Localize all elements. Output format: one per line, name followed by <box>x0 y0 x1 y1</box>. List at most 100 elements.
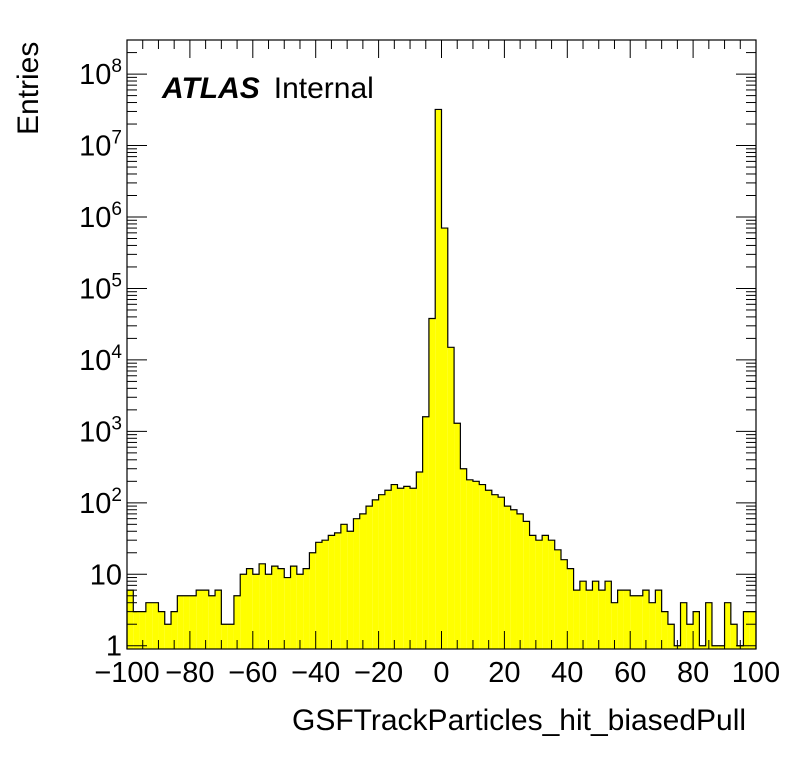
histogram-bar <box>661 611 668 649</box>
histogram-bar <box>667 624 675 649</box>
histogram-bar <box>259 563 266 649</box>
histogram-bar <box>328 535 335 649</box>
histogram-bar <box>290 566 297 649</box>
histogram-bar <box>171 611 178 649</box>
histogram-bar <box>441 228 448 650</box>
histogram-bar <box>617 590 624 649</box>
atlas-status: Internal <box>273 72 374 105</box>
histogram-bar <box>466 479 473 649</box>
atlas-label: ATLAS Internal <box>162 72 374 106</box>
histogram-bar <box>510 509 517 649</box>
histogram-bar <box>340 524 348 649</box>
y-tick-base: 10 <box>79 202 111 234</box>
histogram-bar <box>743 611 750 649</box>
histogram-bar <box>152 602 159 649</box>
histogram-bar <box>372 499 379 649</box>
histogram-bar <box>498 497 505 649</box>
histogram-bar <box>718 645 725 649</box>
histogram-bar <box>315 542 322 649</box>
histogram-bar <box>177 595 184 649</box>
histogram-bar <box>454 423 461 649</box>
histogram-bar <box>548 540 555 649</box>
x-tick-label: −60 <box>228 657 277 689</box>
histogram-bar <box>246 568 253 649</box>
histogram-bar <box>145 602 153 649</box>
atlas-brand: ATLAS <box>162 72 260 105</box>
histogram-bar <box>309 552 316 649</box>
histogram-bar <box>384 490 392 649</box>
histogram-bar <box>397 488 404 649</box>
histogram-bar <box>347 531 354 649</box>
y-tick-exponent: 8 <box>111 56 122 77</box>
y-tick-exponent: 4 <box>111 342 122 363</box>
y-tick-base: 10 <box>79 416 111 448</box>
y-tick-base: 10 <box>79 131 111 163</box>
histogram-bar <box>378 494 385 649</box>
histogram-bar <box>227 624 234 649</box>
x-tick-label: −20 <box>354 657 403 689</box>
y-tick-exponent: 6 <box>111 199 122 220</box>
histogram-bar <box>649 602 656 649</box>
y-tick-base: 10 <box>79 59 111 91</box>
histogram-bar <box>611 602 618 649</box>
x-tick-label: 20 <box>488 657 520 689</box>
histogram-bar <box>447 347 455 649</box>
histogram-bar <box>586 590 593 649</box>
y-tick-label: 108 <box>79 56 122 91</box>
y-tick-exponent: 7 <box>111 128 122 149</box>
histogram-bar <box>680 602 687 649</box>
histogram-bar <box>724 602 731 649</box>
y-tick-base: 10 <box>79 273 111 305</box>
histogram-bar <box>158 611 165 649</box>
histogram-bar <box>252 574 260 649</box>
y-tick-base: 10 <box>79 345 111 377</box>
histogram-bar <box>472 481 480 649</box>
histogram-bar <box>321 540 329 649</box>
histogram-bar <box>196 590 203 649</box>
x-axis-title: GSFTrackParticles_hit_biasedPull <box>292 704 747 737</box>
histogram-bar <box>592 581 599 649</box>
y-tick-exponent: 5 <box>111 270 122 291</box>
histogram-bar <box>655 590 662 649</box>
x-tick-label: 40 <box>551 657 583 689</box>
histogram-bar <box>699 645 706 649</box>
histogram-bar <box>208 595 216 649</box>
y-tick-exponent: 3 <box>111 413 122 434</box>
histogram-bar <box>127 590 134 649</box>
y-tick-label: 103 <box>79 413 122 448</box>
histogram-bar <box>391 484 398 649</box>
histogram-bar <box>164 624 172 649</box>
histogram-bar <box>265 574 272 649</box>
histogram-bar <box>416 471 423 649</box>
y-tick-label: 1 <box>106 631 122 663</box>
x-tick-label: 60 <box>614 657 646 689</box>
x-tick-label: 0 <box>433 657 449 689</box>
axis-ticks <box>126 39 757 649</box>
histogram-bar <box>516 513 524 649</box>
histogram-bar <box>296 574 304 649</box>
histogram-bar <box>410 488 417 649</box>
histogram-bar <box>403 486 411 649</box>
histogram-bar <box>284 577 291 649</box>
x-tick-label: −100 <box>94 657 159 689</box>
histogram-bars <box>126 108 757 650</box>
histogram-bar <box>623 590 631 649</box>
y-tick-base: 10 <box>79 488 111 520</box>
histogram-bar <box>334 532 341 649</box>
x-tick-labels: −100 −80 −60 −40 −20 0 20 40 60 80 100 <box>94 657 780 689</box>
histogram-bar <box>303 568 310 649</box>
histogram-bar <box>598 590 606 649</box>
histogram-bar <box>636 595 643 649</box>
histogram-bar <box>485 490 492 649</box>
histogram-bar <box>277 568 285 649</box>
y-tick-exponent: 2 <box>111 485 122 506</box>
histogram-bar <box>491 494 499 649</box>
histogram-bar <box>215 590 222 649</box>
histogram-bar <box>573 590 580 649</box>
histogram-bar <box>271 566 278 649</box>
histogram-bar <box>460 468 467 649</box>
plot-frame <box>126 39 757 650</box>
histogram-bar <box>233 595 241 649</box>
y-tick-label: 107 <box>79 128 122 163</box>
